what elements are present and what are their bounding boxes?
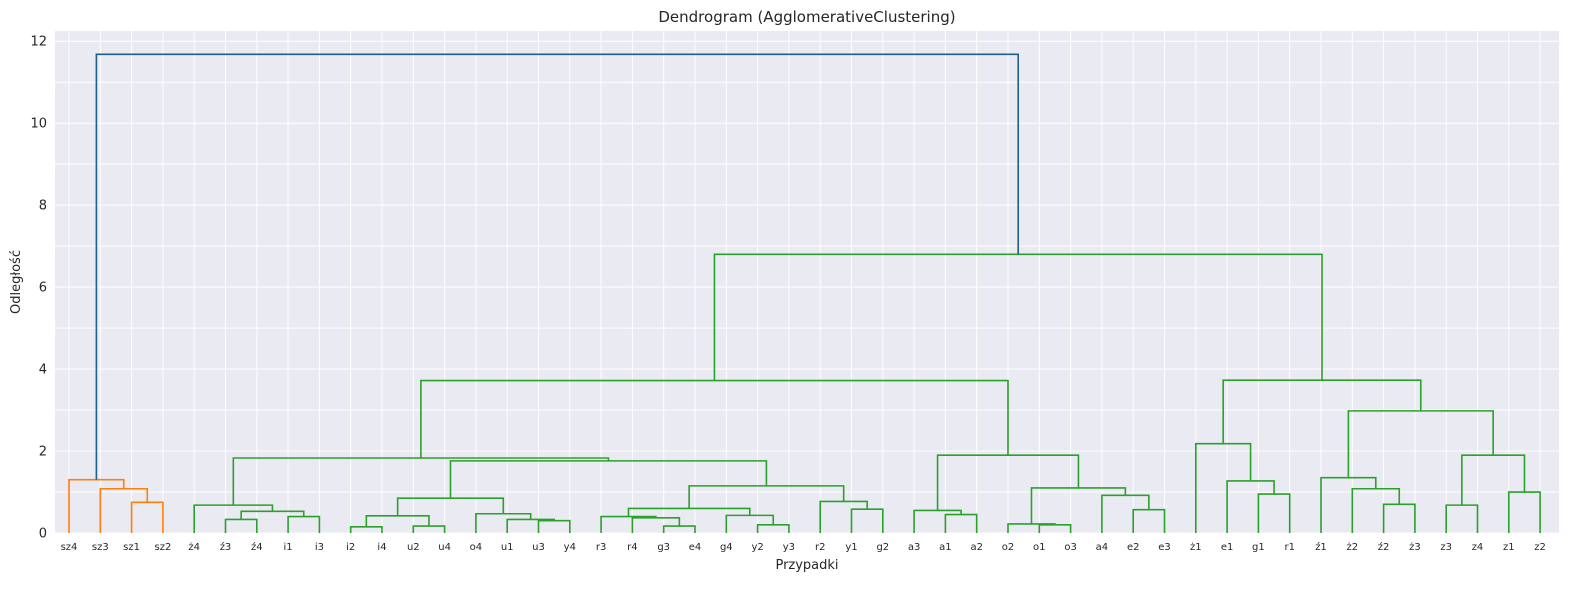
x-tick-label: g3 — [657, 542, 670, 553]
x-tick-label: i2 — [346, 542, 355, 553]
x-tick-label: a1 — [939, 542, 952, 553]
x-tick-label: r3 — [596, 542, 606, 553]
x-tick-label: i3 — [315, 542, 324, 553]
x-tick-label: a4 — [1096, 542, 1109, 553]
dendrogram-link — [240, 510, 305, 520]
y-tick-label: 0 — [39, 527, 47, 542]
plot-background — [55, 31, 1559, 533]
x-axis-ticks: sz4 sz3 sz1 sz2 ż4 ź3 ź4 i1 i3 i2 i4 u2 u4 o4 u1 u3 y4 r3… — [61, 541, 1546, 553]
x-tick-label: g2 — [876, 542, 889, 553]
x-tick-label: g1 — [1252, 542, 1265, 553]
x-tick-label: z2 — [1534, 542, 1546, 553]
x-tick-label: sz4 — [61, 542, 78, 553]
x-tick-label: i4 — [377, 542, 386, 553]
x-tick-label: a3 — [908, 542, 921, 553]
x-tick-label: y1 — [845, 542, 857, 553]
x-tick-label: r2 — [815, 542, 825, 553]
y-tick-label: 10 — [30, 117, 47, 132]
x-tick-label: e3 — [1158, 542, 1171, 553]
x-tick-label: ź2 — [1378, 541, 1390, 553]
x-tick-label: ż4 — [188, 542, 200, 553]
dendrogram-link — [224, 518, 258, 533]
x-tick-label: r1 — [1284, 542, 1294, 553]
dendrogram-link — [506, 518, 555, 533]
dendrogram-link — [1101, 494, 1150, 533]
dendrogram-link — [475, 512, 532, 533]
dendrogram-links — [68, 53, 1541, 533]
dendrogram-link — [449, 460, 768, 499]
x-tick-label: i1 — [284, 542, 293, 553]
x-tick-label: z3 — [1440, 542, 1452, 553]
dendrogram-link — [725, 514, 775, 533]
y-tick-label: 2 — [39, 445, 47, 460]
dendrogram-link — [1226, 480, 1275, 533]
dendrogram-link — [68, 478, 125, 533]
dendrogram-link — [95, 53, 1020, 480]
x-tick-label: sz2 — [154, 542, 171, 553]
x-tick-label: z1 — [1503, 542, 1515, 553]
x-tick-label: y2 — [751, 542, 763, 553]
dendrogram-link — [850, 508, 884, 533]
grid — [55, 31, 1559, 534]
x-tick-label: y3 — [783, 542, 795, 553]
x-tick-label: z4 — [1472, 542, 1484, 553]
dendrogram-link — [936, 454, 1080, 511]
x-axis-label: Przypadki — [775, 558, 838, 573]
x-tick-label: r4 — [627, 542, 637, 553]
x-tick-label: y4 — [564, 542, 576, 553]
dendrogram-link — [713, 253, 1323, 381]
dendrogram-link — [365, 514, 430, 527]
dendrogram-link — [1445, 504, 1479, 533]
x-tick-label: u1 — [501, 542, 514, 553]
x-tick-label: ź3 — [220, 541, 232, 553]
y-axis-label: Odległość — [9, 250, 24, 314]
x-tick-label: ź4 — [251, 541, 263, 553]
dendrogram-link — [193, 504, 274, 533]
dendrogram-link — [1320, 476, 1377, 533]
x-tick-label: g4 — [720, 542, 733, 553]
x-tick-label: ź1 — [1315, 541, 1327, 553]
y-tick-label: 4 — [39, 363, 47, 378]
dendrogram-link — [819, 500, 868, 533]
x-tick-label: u2 — [407, 542, 420, 553]
x-tick-label: a2 — [970, 542, 983, 553]
x-tick-label: ż1 — [1190, 542, 1202, 553]
x-tick-label: e1 — [1221, 542, 1234, 553]
chart-title: Dendrogram (AgglomerativeClustering) — [658, 8, 955, 26]
dendrogram-link — [1347, 410, 1494, 478]
x-tick-label: ż2 — [1346, 542, 1358, 553]
x-tick-label: sz1 — [123, 542, 140, 553]
x-tick-label: u4 — [438, 542, 451, 553]
dendrogram-link — [420, 379, 1009, 459]
y-tick-label: 12 — [30, 35, 47, 50]
x-tick-label: e2 — [1127, 542, 1140, 553]
dendrogram-link — [631, 517, 681, 533]
x-tick-label: ż3 — [1409, 542, 1421, 553]
dendrogram-link — [1132, 508, 1166, 533]
x-tick-label: e4 — [689, 542, 702, 553]
x-tick-label: o3 — [1064, 542, 1076, 553]
x-tick-label: u3 — [532, 542, 545, 553]
dendrogram-link — [1461, 454, 1526, 506]
x-tick-label: o1 — [1033, 542, 1045, 553]
y-axis-ticks: 0 2 4 6 8 10 12 — [30, 35, 47, 542]
y-tick-label: 8 — [39, 199, 47, 214]
x-tick-label: o2 — [1002, 542, 1014, 553]
x-tick-label: o4 — [470, 542, 482, 553]
x-tick-label: sz3 — [92, 542, 109, 553]
y-tick-label: 6 — [39, 281, 47, 296]
